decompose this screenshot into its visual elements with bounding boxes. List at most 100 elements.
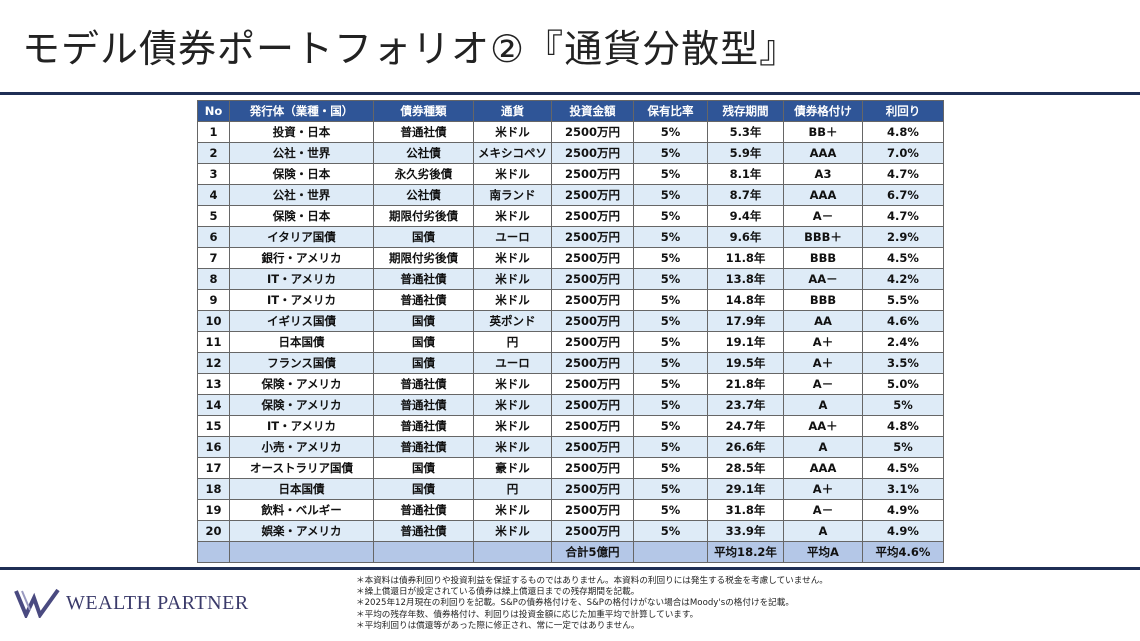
table-cell: 2500万円 xyxy=(551,184,634,206)
bottom-divider xyxy=(0,567,1140,570)
table-cell: 21.8年 xyxy=(707,373,784,395)
table-cell: 2500万円 xyxy=(551,247,634,269)
table-cell: 9 xyxy=(197,289,230,311)
table-cell: 12 xyxy=(197,352,230,374)
table-cell: A＋ xyxy=(783,331,863,353)
note: ＊平均の残存年数、債券格付け、利回りは投資金額に応じた加重平均で計算しています。 xyxy=(356,609,699,620)
table-cell: 8 xyxy=(197,268,230,290)
table-cell: 公社・世界 xyxy=(229,142,374,164)
table-cell: 2500万円 xyxy=(551,457,634,479)
table-cell: A－ xyxy=(783,205,863,227)
table-cell: 普通社債 xyxy=(373,394,474,416)
table-cell: 33.9年 xyxy=(707,520,784,542)
table-cell: 4 xyxy=(197,184,230,206)
table-cell: AA xyxy=(783,310,863,332)
total-cell: 合計5億円 xyxy=(551,541,634,563)
logo-text: WEALTH PARTNER xyxy=(66,591,249,614)
table-cell: 英ポンド xyxy=(473,310,552,332)
table-cell: 5% xyxy=(862,436,944,458)
table-cell: 5 xyxy=(197,205,230,227)
table-cell: 4.9% xyxy=(862,499,944,521)
table-cell: ユーロ xyxy=(473,352,552,374)
column-header: 利回り xyxy=(862,100,944,122)
column-header: 発行体（業種・国） xyxy=(229,100,374,122)
table-cell: 4.7% xyxy=(862,205,944,227)
table-cell: 17 xyxy=(197,457,230,479)
table-cell: 17.9年 xyxy=(707,310,784,332)
table-cell: IT・アメリカ xyxy=(229,289,374,311)
table-cell: 28.5年 xyxy=(707,457,784,479)
table-row: 15 IT・アメリカ 普通社債 米ドル 2500万円 5% 24.7年 AA＋ 4.8% xyxy=(197,415,944,437)
table-cell: 19.5年 xyxy=(707,352,784,374)
table-cell: 円 xyxy=(473,331,552,353)
table-row: 13 保険・アメリカ 普通社債 米ドル 2500万円 5% 21.8年 A－ 5.0% xyxy=(197,373,944,395)
table-cell: 円 xyxy=(473,478,552,500)
column-header: 債券種類 xyxy=(373,100,474,122)
table-cell: 5% xyxy=(633,436,708,458)
table-cell: 2500万円 xyxy=(551,289,634,311)
table-cell: 小売・アメリカ xyxy=(229,436,374,458)
table-cell: ユーロ xyxy=(473,226,552,248)
table-cell: 飲料・ベルギー xyxy=(229,499,374,521)
table-cell: 5% xyxy=(862,394,944,416)
table-cell: 19 xyxy=(197,499,230,521)
table-cell: A xyxy=(783,394,863,416)
table-cell: メキシコペソ xyxy=(473,142,552,164)
table-cell: 米ドル xyxy=(473,415,552,437)
table-cell: 日本国債 xyxy=(229,478,374,500)
table-row: 20 娯楽・アメリカ 普通社債 米ドル 2500万円 5% 33.9年 A 4.9% xyxy=(197,520,944,542)
table-row: 16 小売・アメリカ 普通社債 米ドル 2500万円 5% 26.6年 A 5% xyxy=(197,436,944,458)
table-cell: 5% xyxy=(633,373,708,395)
table-row: 12 フランス国債 国債 ユーロ 2500万円 5% 19.5年 A＋ 3.5% xyxy=(197,352,944,374)
table-cell: 普通社債 xyxy=(373,415,474,437)
column-header: 通貨 xyxy=(473,100,552,122)
table-cell: 5.9年 xyxy=(707,142,784,164)
table-cell: 26.6年 xyxy=(707,436,784,458)
table-row: 7 銀行・アメリカ 期限付劣後債 米ドル 2500万円 5% 11.8年 BBB 4.5% xyxy=(197,247,944,269)
table-cell: 娯楽・アメリカ xyxy=(229,520,374,542)
table-cell: 公社・世界 xyxy=(229,184,374,206)
table-cell: 銀行・アメリカ xyxy=(229,247,374,269)
table-cell: 6.7% xyxy=(862,184,944,206)
table-cell: 5% xyxy=(633,163,708,185)
table-cell: 11.8年 xyxy=(707,247,784,269)
top-divider xyxy=(0,92,1140,95)
table-cell: 保険・アメリカ xyxy=(229,394,374,416)
table-cell: 10 xyxy=(197,310,230,332)
table-cell: 2500万円 xyxy=(551,226,634,248)
table-cell: 普通社債 xyxy=(373,373,474,395)
table-cell: AAA xyxy=(783,184,863,206)
table-cell: 13 xyxy=(197,373,230,395)
table-cell: 保険・アメリカ xyxy=(229,373,374,395)
table-cell: A－ xyxy=(783,373,863,395)
table-cell: 4.5% xyxy=(862,247,944,269)
table-row: 5 保険・日本 期限付劣後債 米ドル 2500万円 5% 9.4年 A－ 4.7% xyxy=(197,205,944,227)
table-cell: フランス国債 xyxy=(229,352,374,374)
table-cell: 7.0% xyxy=(862,142,944,164)
table-row: 9 IT・アメリカ 普通社債 米ドル 2500万円 5% 14.8年 BBB 5.5% xyxy=(197,289,944,311)
note: ＊2025年12月現在の利回りを記載。S&Pの債券格付けを、S&Pの格付けがない… xyxy=(356,598,794,609)
table-cell: 5% xyxy=(633,352,708,374)
table-cell: 2500万円 xyxy=(551,331,634,353)
table-cell: 24.7年 xyxy=(707,415,784,437)
wealth-partner-logo-icon xyxy=(14,588,60,618)
table-cell: 3.5% xyxy=(862,352,944,374)
table-cell: AAA xyxy=(783,457,863,479)
table-cell: 2500万円 xyxy=(551,142,634,164)
table-cell: 9.4年 xyxy=(707,205,784,227)
table-cell: 期限付劣後債 xyxy=(373,205,474,227)
table-cell: 5% xyxy=(633,331,708,353)
column-header: 保有比率 xyxy=(633,100,708,122)
table-cell: 8.1年 xyxy=(707,163,784,185)
table-cell: AAA xyxy=(783,142,863,164)
table-cell: 普通社債 xyxy=(373,289,474,311)
company-logo: WEALTH PARTNER xyxy=(14,588,249,618)
table-cell: 1 xyxy=(197,121,230,143)
table-cell: 14.8年 xyxy=(707,289,784,311)
total-cell: 平均A xyxy=(783,541,863,563)
total-row: 合計5億円 平均18.2年 平均A 平均4.6% xyxy=(197,541,944,563)
table-cell: AA－ xyxy=(783,268,863,290)
table-cell: 米ドル xyxy=(473,289,552,311)
table-cell: 20 xyxy=(197,520,230,542)
table-row: 1 投資・日本 普通社債 米ドル 2500万円 5% 5.3年 BB＋ 4.8% xyxy=(197,121,944,143)
